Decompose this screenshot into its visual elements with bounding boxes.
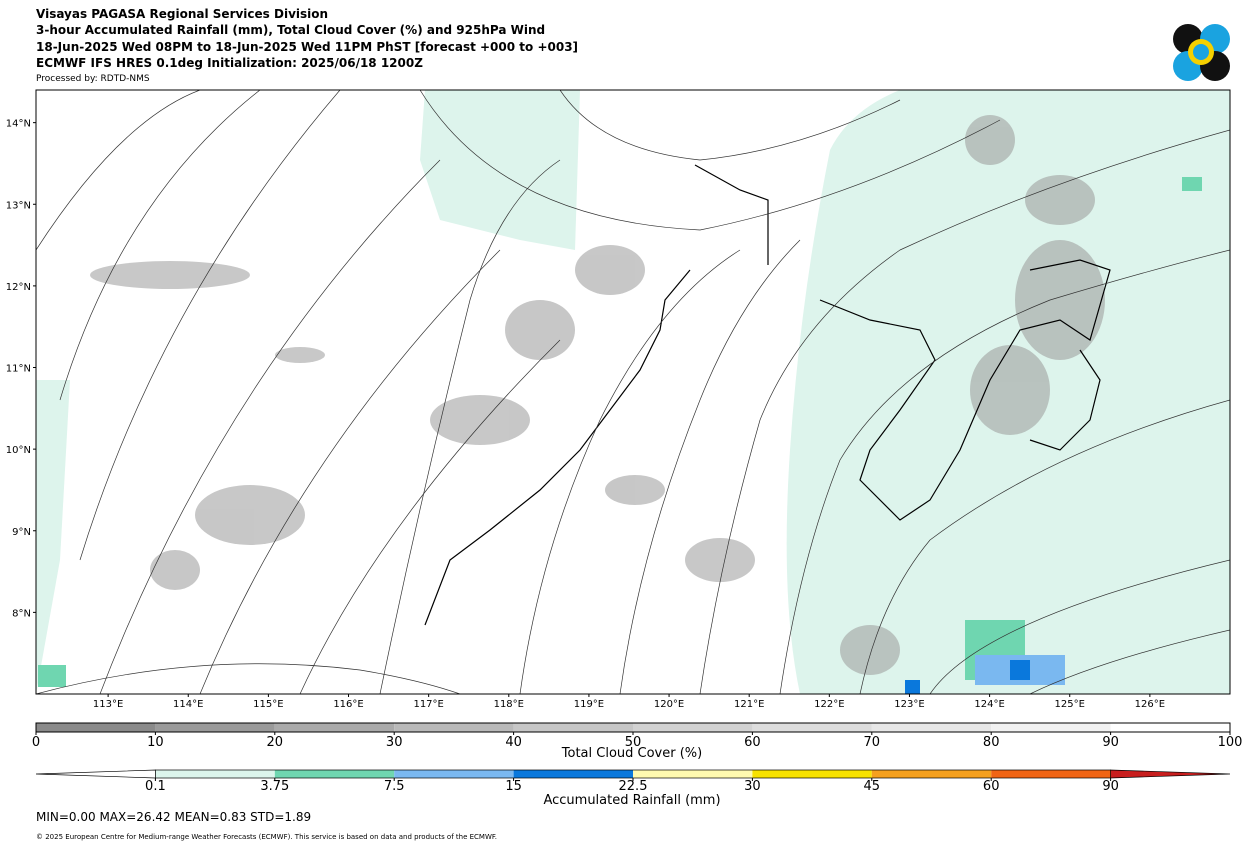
rain-tick-label: 60 bbox=[983, 779, 1000, 794]
rain-tick-label: 3.75 bbox=[260, 779, 289, 794]
cloud-color-segment bbox=[1110, 723, 1230, 732]
overlays: 113°E 114°E 115°E 116°E 117°E 118°E 119°E 120°E… bbox=[6, 119, 1243, 794]
cloud-area bbox=[420, 90, 580, 250]
map-frame bbox=[35, 89, 1231, 695]
rain-tick-label: 30 bbox=[744, 779, 761, 794]
y-tick-label: 9°N bbox=[12, 527, 31, 538]
rain-tick-label: 22.5 bbox=[619, 779, 648, 794]
x-tick-label: 118°E bbox=[494, 699, 524, 710]
rain-colorbar-label: Accumulated Rainfall (mm) bbox=[543, 793, 720, 808]
x-tick-label: 115°E bbox=[253, 699, 283, 710]
rain-color-segment bbox=[633, 770, 753, 778]
copyright: © 2025 European Centre for Medium-range … bbox=[36, 833, 497, 841]
rain-tick-label: 7.5 bbox=[384, 779, 405, 794]
processed-by: Processed by: RDTD-NMS bbox=[36, 74, 150, 84]
cloud-tick-label: 30 bbox=[386, 735, 403, 750]
cloud-tick-label: 70 bbox=[864, 735, 881, 750]
title-line: 18-Jun-2025 Wed 08PM to 18-Jun-2025 Wed … bbox=[36, 40, 578, 54]
x-tick-label: 114°E bbox=[173, 699, 203, 710]
x-tick-label: 124°E bbox=[974, 699, 1004, 710]
rain-tick-label: 0.1 bbox=[145, 779, 166, 794]
rain-over bbox=[1110, 769, 1231, 779]
x-tick-label: 122°E bbox=[814, 699, 844, 710]
rain-color-segment bbox=[394, 770, 514, 778]
cloud-tick-label: 100 bbox=[1218, 735, 1243, 750]
rain-under bbox=[35, 769, 156, 779]
x-tick-label: 116°E bbox=[333, 699, 363, 710]
y-tick-label: 13°N bbox=[6, 200, 31, 211]
y-tick-label: 11°N bbox=[6, 364, 31, 375]
y-tick-label: 10°N bbox=[6, 445, 31, 456]
cloud-tick-label: 0 bbox=[32, 735, 40, 750]
stats: MIN=0.00 MAX=26.42 MEAN=0.83 STD=1.89 bbox=[36, 810, 311, 824]
cloud-color-segment bbox=[394, 723, 514, 732]
y-tick-label: 8°N bbox=[12, 608, 31, 619]
y-tick-label: 14°N bbox=[6, 119, 31, 130]
rain-color-segment bbox=[155, 770, 275, 778]
streamlines bbox=[36, 90, 1230, 694]
cloud-color-segment bbox=[36, 723, 156, 732]
cloud-patches bbox=[90, 115, 1105, 675]
map-layers bbox=[36, 90, 1230, 694]
cloud-color-segment bbox=[513, 723, 633, 732]
x-tick-label: 121°E bbox=[734, 699, 764, 710]
cloud-tick-label: 50 bbox=[625, 735, 642, 750]
cloud-colorbar-label: Total Cloud Cover (%) bbox=[561, 746, 702, 761]
rain-color-segment bbox=[274, 770, 395, 778]
rain-color-segment bbox=[871, 770, 992, 778]
cloud-tick-label: 60 bbox=[744, 735, 761, 750]
title-line: 3-hour Accumulated Rainfall (mm), Total … bbox=[36, 23, 545, 37]
x-tick-label: 113°E bbox=[93, 699, 123, 710]
cloud-color-segment bbox=[871, 723, 992, 732]
cloud-tick-label: 10 bbox=[147, 735, 164, 750]
cloud-tick-label: 40 bbox=[505, 735, 522, 750]
logo bbox=[1173, 24, 1230, 81]
x-tick-label: 117°E bbox=[413, 699, 443, 710]
x-tick-label: 120°E bbox=[654, 699, 684, 710]
cloud-color-segment bbox=[155, 723, 275, 732]
cloud-area bbox=[36, 380, 70, 694]
rain-tick-label: 45 bbox=[864, 779, 881, 794]
rain-color-segment bbox=[752, 770, 872, 778]
x-tick-label: 119°E bbox=[574, 699, 604, 710]
y-tick-label: 12°N bbox=[6, 282, 31, 293]
x-tick-label: 126°E bbox=[1135, 699, 1165, 710]
cloud-color-segment bbox=[752, 723, 872, 732]
x-tick-label: 125°E bbox=[1055, 699, 1085, 710]
coastline bbox=[424, 164, 1111, 626]
title-line: ECMWF IFS HRES 0.1deg Initialization: 20… bbox=[36, 56, 423, 70]
cloud-color-segment bbox=[633, 723, 753, 732]
cloud-tick-label: 80 bbox=[983, 735, 1000, 750]
cloud-tick-label: 90 bbox=[1102, 735, 1119, 750]
cloud-color-segment bbox=[274, 723, 395, 732]
cloud-tick-label: 20 bbox=[267, 735, 284, 750]
x-tick-label: 123°E bbox=[894, 699, 924, 710]
rain-patches bbox=[38, 177, 1202, 694]
rain-color-segment bbox=[513, 770, 633, 778]
cloud-color-segment bbox=[991, 723, 1111, 732]
rain-color-segment bbox=[991, 770, 1111, 778]
rain-tick-label: 90 bbox=[1102, 779, 1119, 794]
title-line: Visayas PAGASA Regional Services Divisio… bbox=[36, 7, 328, 21]
rain-tick-label: 15 bbox=[505, 779, 522, 794]
